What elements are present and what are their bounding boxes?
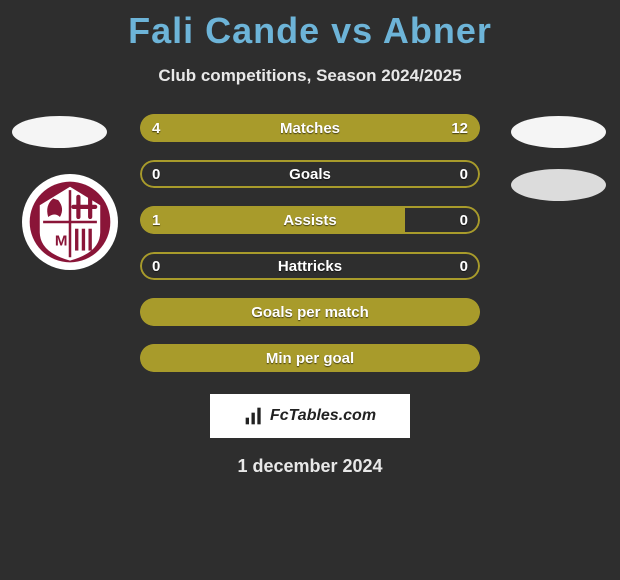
stat-row: Assists1 0	[140, 206, 480, 234]
stat-value-left: 4	[152, 114, 160, 142]
comparison-title: Fali Cande vs Abner	[0, 0, 620, 52]
chart-icon	[244, 406, 264, 426]
stat-value-left: 1	[152, 206, 160, 234]
stat-value-left: 0	[152, 160, 160, 188]
stats-bars: Matches412Goals00Assists10Hattricks00Goa…	[140, 114, 480, 372]
player1-club-badge: M	[22, 174, 118, 270]
player2-country-flag	[511, 116, 606, 148]
stat-value-right: 0	[460, 206, 468, 234]
stat-value-right: 0	[460, 160, 468, 188]
stat-label: Hattricks	[140, 252, 480, 280]
stat-row: Matches4 12	[140, 114, 480, 142]
stat-row: Hattricks0 0	[140, 252, 480, 280]
stat-label: Matches	[140, 114, 480, 142]
snapshot-date: 1 december 2024	[0, 456, 620, 477]
comparison-subtitle: Club competitions, Season 2024/2025	[0, 66, 620, 86]
stat-value-left: 0	[152, 252, 160, 280]
stat-label: Min per goal	[140, 344, 480, 372]
stat-row: Goals0 0	[140, 160, 480, 188]
attribution-text: FcTables.com	[270, 407, 376, 425]
stat-row: Goals per match	[140, 298, 480, 326]
stat-label: Assists	[140, 206, 480, 234]
stat-row: Min per goal	[140, 344, 480, 372]
player2-club-badge	[511, 169, 606, 201]
player1-country-flag	[12, 116, 107, 148]
attribution-badge: FcTables.com	[210, 394, 410, 438]
content-area: M Matches412Goals00Assists10Hattricks00G…	[0, 114, 620, 477]
stat-label: Goals per match	[140, 298, 480, 326]
svg-text:M: M	[55, 233, 68, 250]
metz-crest-icon: M	[28, 180, 112, 264]
stat-value-right: 12	[451, 114, 468, 142]
stat-label: Goals	[140, 160, 480, 188]
stat-value-right: 0	[460, 252, 468, 280]
